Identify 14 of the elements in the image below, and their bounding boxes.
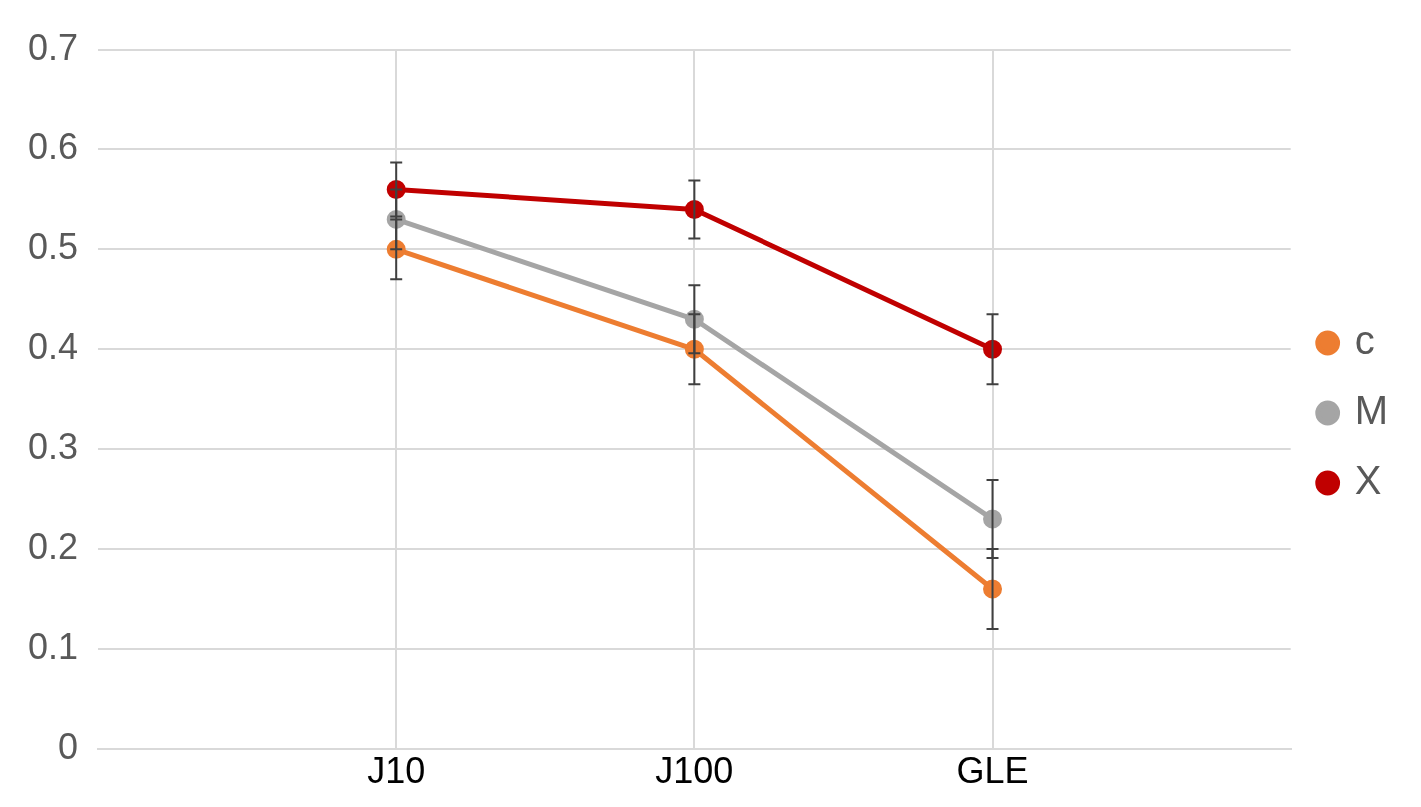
y-tick-label: 0.6 [28, 126, 79, 168]
x-tick-label: GLE [956, 750, 1029, 792]
legend-label: M [1354, 388, 1389, 433]
y-tick-label: 0.5 [28, 226, 79, 268]
y-tick-label: 0.2 [28, 525, 79, 567]
x-tick-label: J10 [367, 750, 426, 792]
y-tick-label: 0.1 [28, 625, 79, 667]
y-tick-label: 0.4 [28, 326, 79, 368]
y-tick-label: 0 [58, 725, 79, 767]
y-tick-label: 0.3 [28, 426, 79, 468]
x-tick-label: J100 [655, 750, 734, 792]
y-tick-label: 0.7 [28, 26, 79, 68]
legend-label: X [1354, 458, 1382, 503]
legend-label: c [1354, 318, 1375, 363]
